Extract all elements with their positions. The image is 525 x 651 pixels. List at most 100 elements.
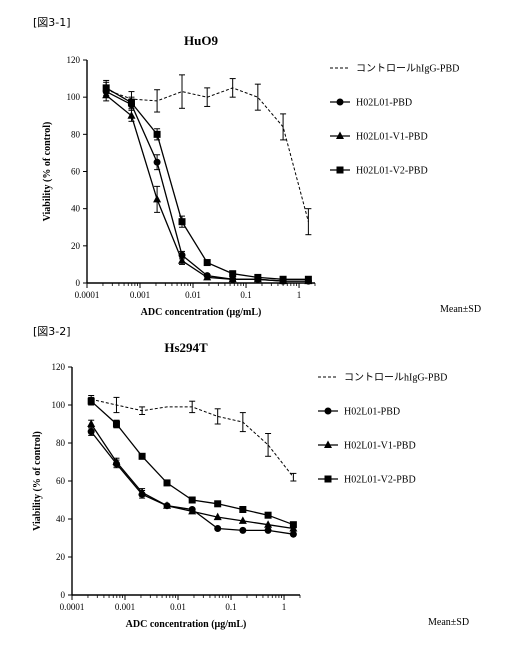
marker-triangle	[163, 501, 172, 509]
marker-triangle	[213, 512, 222, 521]
series-3	[87, 419, 298, 532]
marker-triangle	[188, 506, 197, 515]
chart-1: HuO9 0 20 40 60 80 100 120 0.0001 0.001 0.01 0.1 1 AD…	[42, 33, 459, 318]
marker-square	[229, 270, 237, 278]
marker-square	[127, 99, 135, 107]
marker-circle	[239, 526, 247, 534]
marker-square	[163, 479, 171, 487]
y-tick-label: 60	[56, 476, 66, 486]
marker-square	[178, 218, 186, 226]
marker-circle	[214, 525, 222, 532]
legend-label: H02L01-V1-PBD	[344, 441, 416, 452]
y-tick-label: 0	[61, 590, 66, 600]
y-tick-label: 20	[56, 552, 66, 562]
legend-label: H02L01-PBD	[344, 407, 400, 418]
marker-triangle	[228, 274, 237, 283]
marker-square	[336, 166, 344, 174]
y-axis-label: Viability (% of control)	[32, 431, 43, 531]
marker-triangle	[203, 272, 212, 281]
marker-circle	[289, 530, 297, 538]
chart-title: HuO9	[184, 33, 218, 48]
series-4	[87, 396, 297, 529]
y-tick-label: 20	[71, 241, 81, 251]
legend-label: H02L01-V2-PBD	[356, 166, 428, 177]
legend-entry: H02L01-PBD	[318, 407, 400, 418]
chart-title: Hs294T	[164, 340, 208, 355]
x-axis-label: ADC concentration (μg/mL)	[141, 307, 262, 318]
mean-sd-note-2: Mean±SD	[428, 617, 470, 628]
marker-circle	[336, 98, 344, 106]
marker-square	[264, 511, 272, 519]
marker-square	[138, 452, 146, 460]
marker-triangle	[264, 520, 273, 528]
x-tick-label: 1	[297, 290, 302, 300]
marker-triangle	[127, 111, 136, 119]
x-tick-label: 0.001	[115, 602, 135, 612]
y-tick-label: 120	[52, 362, 66, 372]
marker-circle	[264, 526, 272, 534]
marker-triangle	[336, 131, 344, 139]
legend-entry: コントロールhIgG-PBD	[318, 373, 447, 384]
y-tick-label: 0	[76, 278, 81, 288]
y-tick-label: 120	[67, 55, 81, 65]
series-line	[105, 94, 309, 282]
mean-sd-note-1: Mean±SD	[440, 304, 482, 315]
series-line	[90, 431, 294, 535]
series-4	[102, 79, 312, 283]
marker-square	[153, 130, 161, 138]
y-axis-label: Viability (% of control)	[42, 122, 53, 222]
x-tick-label: 0.0001	[60, 602, 85, 612]
marker-triangle	[238, 516, 247, 524]
series-1	[88, 395, 297, 482]
marker-circle	[153, 158, 161, 166]
x-tick-label: 0.1	[225, 602, 236, 612]
marker-triangle	[112, 457, 121, 465]
marker-triangle	[87, 419, 96, 427]
series-line	[105, 91, 309, 282]
marker-triangle	[178, 256, 187, 264]
legend-entry: H02L01-PBD	[330, 98, 412, 109]
legend-entry: H02L01-V1-PBD	[318, 440, 416, 452]
series-2	[87, 427, 297, 538]
x-tick-label: 1	[282, 602, 287, 612]
legend-entry: コントロールhIgG-PBD	[330, 64, 459, 75]
x-tick-label: 0.1	[240, 290, 251, 300]
y-tick-label: 100	[67, 92, 81, 102]
marker-square	[203, 259, 211, 267]
marker-circle	[87, 428, 95, 436]
legend-label: コントロールhIgG-PBD	[344, 373, 447, 384]
marker-square	[239, 506, 247, 513]
series-2	[102, 85, 312, 285]
series-1	[103, 74, 312, 236]
marker-triangle	[138, 487, 147, 496]
x-tick-label: 0.001	[130, 290, 150, 300]
x-tick-label: 0.01	[170, 602, 186, 612]
marker-triangle	[153, 194, 162, 203]
y-tick-label: 40	[56, 514, 66, 524]
chart-2: Hs294T 0 20 40 60 80 100 120 0.0001 0.001 0.01 0.1 1…	[32, 340, 447, 630]
marker-square	[324, 475, 332, 483]
marker-triangle	[324, 440, 332, 448]
y-tick-label: 80	[56, 438, 66, 448]
y-tick-label: 60	[71, 167, 81, 177]
legend-label: H02L01-V1-PBD	[356, 132, 428, 143]
marker-square	[304, 275, 312, 283]
y-tick-label: 80	[71, 129, 81, 139]
series-3	[102, 89, 313, 285]
x-axis-label: ADC concentration (μg/mL)	[126, 619, 247, 630]
legend-entry: H02L01-V2-PBD	[318, 475, 416, 486]
marker-square	[87, 397, 95, 405]
figure-label-2: [図3-2]	[33, 325, 71, 338]
legend-label: H02L01-V2-PBD	[344, 475, 416, 486]
marker-square	[188, 496, 196, 504]
y-tick-label: 40	[71, 204, 81, 214]
marker-square	[289, 521, 297, 529]
x-tick-label: 0.0001	[75, 290, 100, 300]
legend-label: H02L01-PBD	[356, 98, 412, 109]
y-tick-label: 100	[52, 400, 66, 410]
legend-entry: H02L01-V2-PBD	[330, 166, 428, 177]
marker-circle	[324, 407, 332, 415]
marker-square	[112, 420, 120, 428]
x-tick-label: 0.01	[185, 290, 201, 300]
